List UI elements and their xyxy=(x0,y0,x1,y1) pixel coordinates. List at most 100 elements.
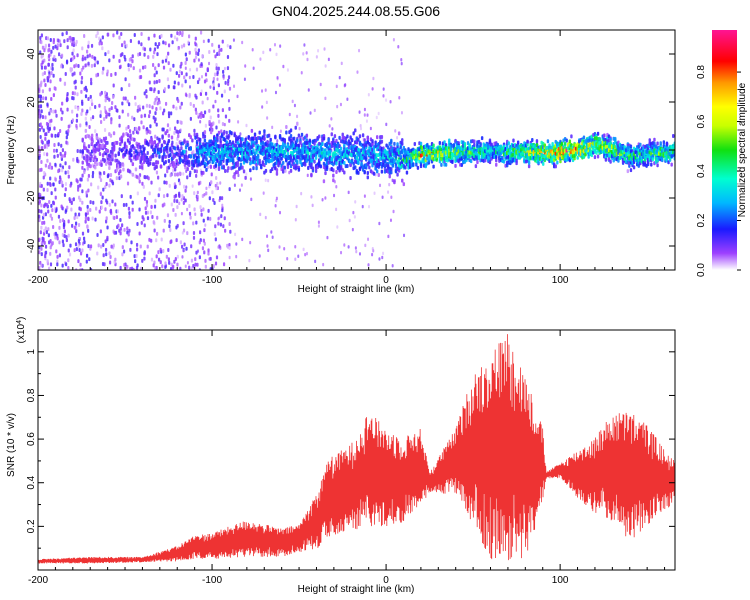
spectrogram-cell xyxy=(199,205,202,210)
spectrogram-cell xyxy=(343,243,346,247)
spectrogram-cell xyxy=(153,80,156,85)
spectrogram-cell xyxy=(82,236,86,241)
spectrogram-cell xyxy=(163,202,166,207)
spectrogram-cell xyxy=(71,36,74,41)
spectrogram-cell xyxy=(182,221,185,226)
spectrogram-cell xyxy=(256,155,260,160)
spectrogram-cell xyxy=(77,244,80,249)
spectrogram-cell xyxy=(307,88,310,92)
spectrogram-cell xyxy=(173,80,176,85)
spectrogram-cell xyxy=(296,121,299,126)
spectrogram-cell xyxy=(38,265,41,270)
spectrogram-cell xyxy=(192,235,196,240)
spectrogram-cell xyxy=(106,200,109,205)
spectrogram-cell xyxy=(164,154,167,159)
spectrogram-cell xyxy=(133,117,136,122)
spectrogram-cell xyxy=(149,87,152,92)
spectrogram-cell xyxy=(202,114,205,119)
spectrogram-cell xyxy=(170,202,173,207)
spectrogram-cell xyxy=(40,225,43,230)
spectrogram-cell xyxy=(249,168,252,173)
spectrogram-cell xyxy=(73,64,76,69)
spectrogram-cell xyxy=(91,54,94,59)
spectrogram-cell xyxy=(89,106,92,111)
spectrogram-cell xyxy=(404,165,407,170)
spectrogram-cell xyxy=(162,194,166,199)
spectrogram-cell xyxy=(38,114,41,119)
spectrogram-cell xyxy=(98,161,101,166)
spectrogram-cell xyxy=(54,195,57,200)
spectrogram-cell xyxy=(40,252,43,257)
spectrogram-cell xyxy=(148,80,151,85)
spectrogram-cell xyxy=(216,70,219,75)
spectrogram-cell xyxy=(112,131,116,136)
spectrogram-cell xyxy=(60,116,63,121)
spectrogram-cell xyxy=(120,32,123,37)
spectrogram-cell xyxy=(46,158,49,163)
spectrogram-cell xyxy=(241,237,244,242)
spectrogram-cell xyxy=(195,169,198,174)
spectrogram-cell xyxy=(89,164,92,169)
spectrogram-cell xyxy=(119,265,122,270)
spectrogram-cell xyxy=(89,116,93,121)
spectrogram-cell xyxy=(150,238,153,243)
spectrogram-cell xyxy=(385,122,388,127)
spectrogram-cell xyxy=(195,51,198,56)
spectrogram-cell xyxy=(350,138,354,143)
spectrogram-cell xyxy=(355,249,358,254)
spectrogram-cell xyxy=(67,174,70,179)
spectrogram-cell xyxy=(235,242,238,246)
spectrogram-cell xyxy=(100,162,103,167)
spectrogram-cell xyxy=(220,129,223,134)
spectrogram-cell xyxy=(87,96,90,101)
spectrogram-cell xyxy=(45,230,48,235)
spectrogram-cell xyxy=(354,246,357,250)
spectrogram-cell xyxy=(87,44,90,49)
spectrogram-cell xyxy=(169,240,172,245)
spectrogram-cell xyxy=(110,244,113,249)
spectrogram-cell xyxy=(46,181,49,186)
spectrogram-cell xyxy=(380,135,384,140)
spectrogram-cell xyxy=(109,178,112,183)
spectrogram-cell xyxy=(357,160,360,165)
spectrogram-cell xyxy=(192,163,196,168)
spectrogram-cell xyxy=(120,43,124,48)
spectrogram-cell xyxy=(198,255,201,260)
spectrogram-cell xyxy=(137,52,140,57)
spectrogram-cell xyxy=(121,223,124,228)
spectrogram-cell xyxy=(84,219,87,224)
spectrogram-cell xyxy=(157,90,160,95)
spectrogram-cell xyxy=(112,146,116,151)
spectrogram-cell xyxy=(120,139,124,144)
spectrogram-cell xyxy=(71,51,74,56)
spectrogram-cell xyxy=(343,143,346,148)
spectrogram-cell xyxy=(109,133,113,138)
spectrogram-cell xyxy=(338,75,341,80)
spectrogram-cell xyxy=(177,178,181,183)
spectrogram-cell xyxy=(527,160,531,165)
spectrogram-cell xyxy=(61,232,64,237)
spectrogram-cell xyxy=(65,98,69,103)
spectrogram-cell xyxy=(218,198,221,203)
spectrogram-cell xyxy=(415,162,418,167)
spectrogram-cell xyxy=(51,208,54,213)
spectrogram-cell xyxy=(183,139,186,144)
spectrogram-cell xyxy=(45,132,48,137)
spectrogram-cell xyxy=(130,153,133,158)
spectrogram-cell xyxy=(202,170,205,175)
spectrogram-cell xyxy=(390,195,393,200)
spectrogram-cell xyxy=(197,159,200,164)
spectrogram-cell xyxy=(65,238,68,243)
spectrogram-cell xyxy=(162,228,165,233)
spectrogram-cell xyxy=(159,247,162,252)
spectrogram-cell xyxy=(153,148,156,153)
spectrogram-cell xyxy=(166,149,169,154)
spectrogram-cell xyxy=(84,216,88,221)
spectrogram-cell xyxy=(346,164,349,169)
spectrogram-cell xyxy=(117,223,120,228)
spectrogram-cell xyxy=(42,128,45,133)
spectrogram-cell xyxy=(202,207,205,212)
spectrogram-cell xyxy=(413,142,416,147)
spectrogram-cell xyxy=(275,168,279,173)
spectrogram-cell xyxy=(378,221,381,226)
